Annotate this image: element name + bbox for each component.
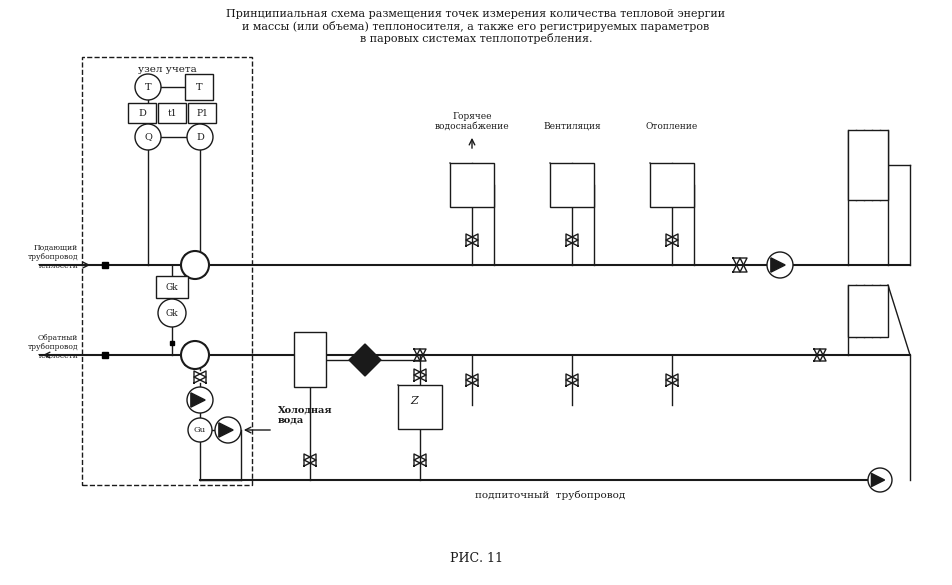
Text: подпиточный  трубопровод: подпиточный трубопровод	[475, 490, 625, 500]
Text: Q: Q	[144, 132, 152, 142]
Polygon shape	[771, 258, 785, 272]
Text: и массы (или объема) теплоносителя, а также его регистрируемых параметров: и массы (или объема) теплоносителя, а та…	[243, 21, 709, 32]
Text: Z: Z	[410, 396, 418, 406]
Bar	[650, 163, 694, 207]
Bar	[188, 103, 216, 123]
Polygon shape	[219, 423, 233, 437]
Bar	[156, 276, 188, 298]
Text: в паровых системах теплопотребления.: в паровых системах теплопотребления.	[360, 33, 592, 44]
Circle shape	[868, 468, 892, 492]
Bar	[294, 332, 326, 387]
Text: Принципиальная схема размещения точек измерения количества тепловой энергии: Принципиальная схема размещения точек из…	[227, 9, 725, 19]
Bar	[550, 163, 594, 207]
Text: t1: t1	[168, 108, 177, 118]
Bar	[158, 103, 186, 123]
Bar	[82, 57, 252, 485]
Circle shape	[135, 74, 161, 100]
Polygon shape	[871, 473, 884, 487]
Circle shape	[135, 124, 161, 150]
Bar	[450, 163, 494, 207]
Bar	[398, 385, 442, 429]
Bar	[848, 130, 888, 200]
Text: Холодная
вода: Холодная вода	[278, 405, 332, 425]
Circle shape	[181, 341, 209, 369]
Polygon shape	[190, 393, 205, 407]
Text: Gu: Gu	[194, 426, 206, 434]
Circle shape	[767, 252, 793, 278]
Polygon shape	[349, 344, 381, 376]
Text: Подающий
трубопровод
теплосети: Подающий трубопровод теплосети	[28, 244, 78, 270]
Text: T: T	[196, 82, 203, 91]
Circle shape	[187, 387, 213, 413]
Text: Горячее
водоснабжение: Горячее водоснабжение	[435, 112, 509, 131]
Text: D: D	[138, 108, 146, 118]
Text: P1: P1	[196, 108, 208, 118]
Circle shape	[181, 251, 209, 279]
Text: узел учета: узел учета	[138, 65, 196, 74]
Bar	[128, 103, 156, 123]
Text: Отопление: Отопление	[645, 122, 698, 131]
Text: Gk: Gk	[166, 308, 178, 318]
Text: Gk: Gk	[166, 283, 178, 291]
Text: T: T	[145, 82, 151, 91]
Text: РИС. 11: РИС. 11	[449, 552, 503, 565]
Bar	[848, 285, 888, 337]
Circle shape	[158, 299, 186, 327]
Text: Вентиляция: Вентиляция	[544, 122, 601, 131]
Circle shape	[187, 124, 213, 150]
Text: D: D	[196, 132, 204, 142]
Text: Обратный
трубопровод
теплосети: Обратный трубопровод теплосети	[28, 334, 78, 360]
Circle shape	[188, 418, 212, 442]
Circle shape	[215, 417, 241, 443]
Bar	[185, 74, 213, 100]
